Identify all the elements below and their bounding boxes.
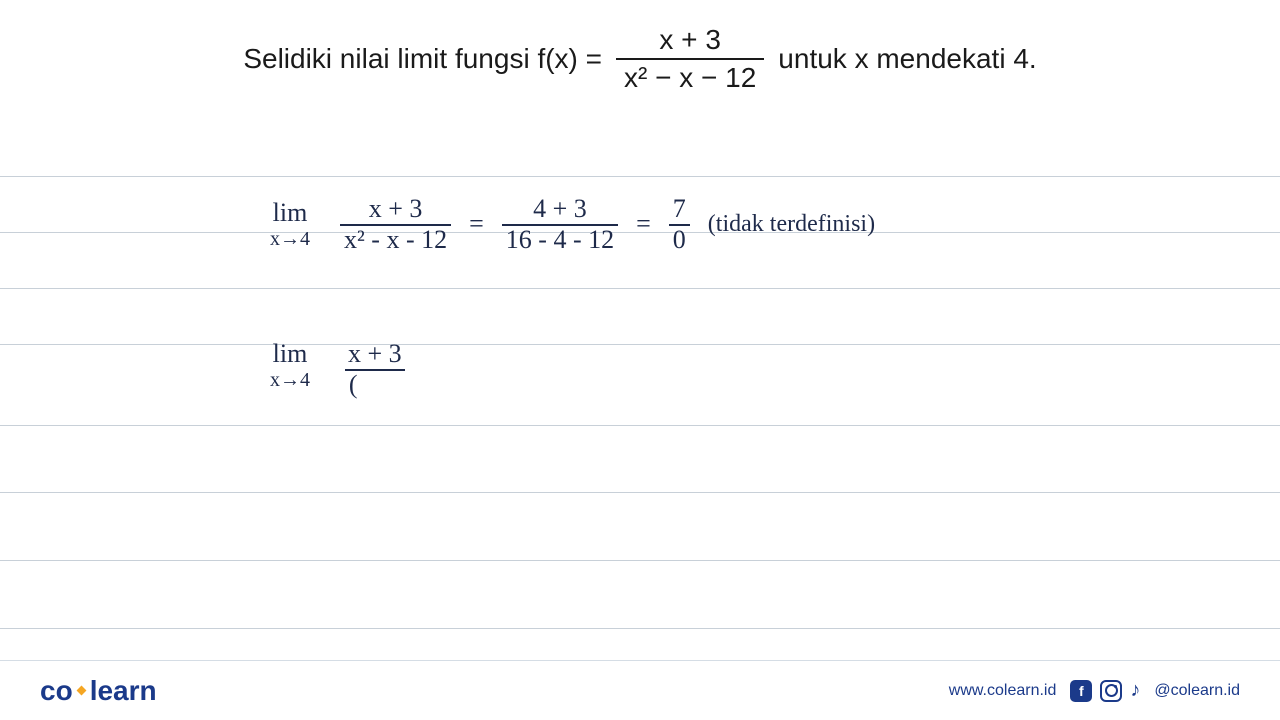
lim-sub: x→4 [270, 228, 310, 250]
problem-fraction: x + 3 x² − x − 12 [616, 24, 764, 94]
handwriting-line-2: lim x→4 x + 3 ( [270, 340, 406, 399]
hw-num: x + 3 [365, 195, 427, 224]
lim-text: lim [273, 199, 308, 228]
logo-text-left: co [40, 675, 73, 707]
problem-statement: Selidiki nilai limit fungsi f(x) = x + 3… [0, 24, 1280, 94]
rule-line [0, 425, 1280, 426]
footer-handle: @colearn.id [1154, 682, 1240, 700]
hw-den: ( [345, 369, 405, 400]
rule-line [0, 492, 1280, 493]
hw-fraction-1: x + 3 x² - x - 12 [340, 195, 451, 254]
footer-url: www.colearn.id [949, 682, 1057, 700]
fraction-numerator: x + 3 [651, 24, 728, 58]
rule-line [0, 628, 1280, 629]
hw-num: 4 + 3 [529, 195, 591, 224]
limit-notation: lim x→4 [270, 340, 310, 391]
hw-num: 7 [669, 195, 690, 224]
facebook-icon: f [1070, 680, 1092, 702]
problem-prefix: Selidiki nilai limit fungsi f(x) = [243, 43, 602, 75]
hw-fraction-4: x + 3 ( [344, 340, 406, 399]
tiktok-icon: ♪ [1130, 679, 1140, 702]
rule-line [0, 288, 1280, 289]
footer-bar: co learn www.colearn.id f ♪ @colearn.id [0, 660, 1280, 720]
rule-line [0, 344, 1280, 345]
logo-text-right: learn [90, 675, 157, 707]
problem-suffix: untuk x mendekati 4. [778, 43, 1036, 75]
hw-den: 0 [669, 224, 690, 255]
equals-sign: = [469, 210, 484, 239]
page-root: Selidiki nilai limit fungsi f(x) = x + 3… [0, 0, 1280, 720]
logo-dot-icon [76, 686, 86, 696]
rule-line [0, 176, 1280, 177]
hw-num: x + 3 [344, 340, 406, 369]
hw-fraction-3: 7 0 [669, 195, 690, 254]
instagram-icon [1100, 680, 1122, 702]
lim-sub: x→4 [270, 369, 310, 391]
handwriting-note: (tidak terdefinisi) [708, 211, 875, 237]
handwriting-line-1: lim x→4 x + 3 x² - x - 12 = 4 + 3 16 - 4… [270, 195, 875, 254]
hw-den: 16 - 4 - 12 [502, 224, 618, 255]
rule-line [0, 560, 1280, 561]
brand-logo: co learn [40, 675, 157, 707]
hw-fraction-2: 4 + 3 16 - 4 - 12 [502, 195, 618, 254]
lim-text: lim [273, 340, 308, 369]
equals-sign: = [636, 210, 651, 239]
hw-den: x² - x - 12 [340, 224, 451, 255]
footer-right: www.colearn.id f ♪ @colearn.id [949, 679, 1240, 702]
social-icons-group: f ♪ [1070, 679, 1140, 702]
fraction-denominator: x² − x − 12 [616, 58, 764, 94]
limit-notation: lim x→4 [270, 199, 310, 250]
